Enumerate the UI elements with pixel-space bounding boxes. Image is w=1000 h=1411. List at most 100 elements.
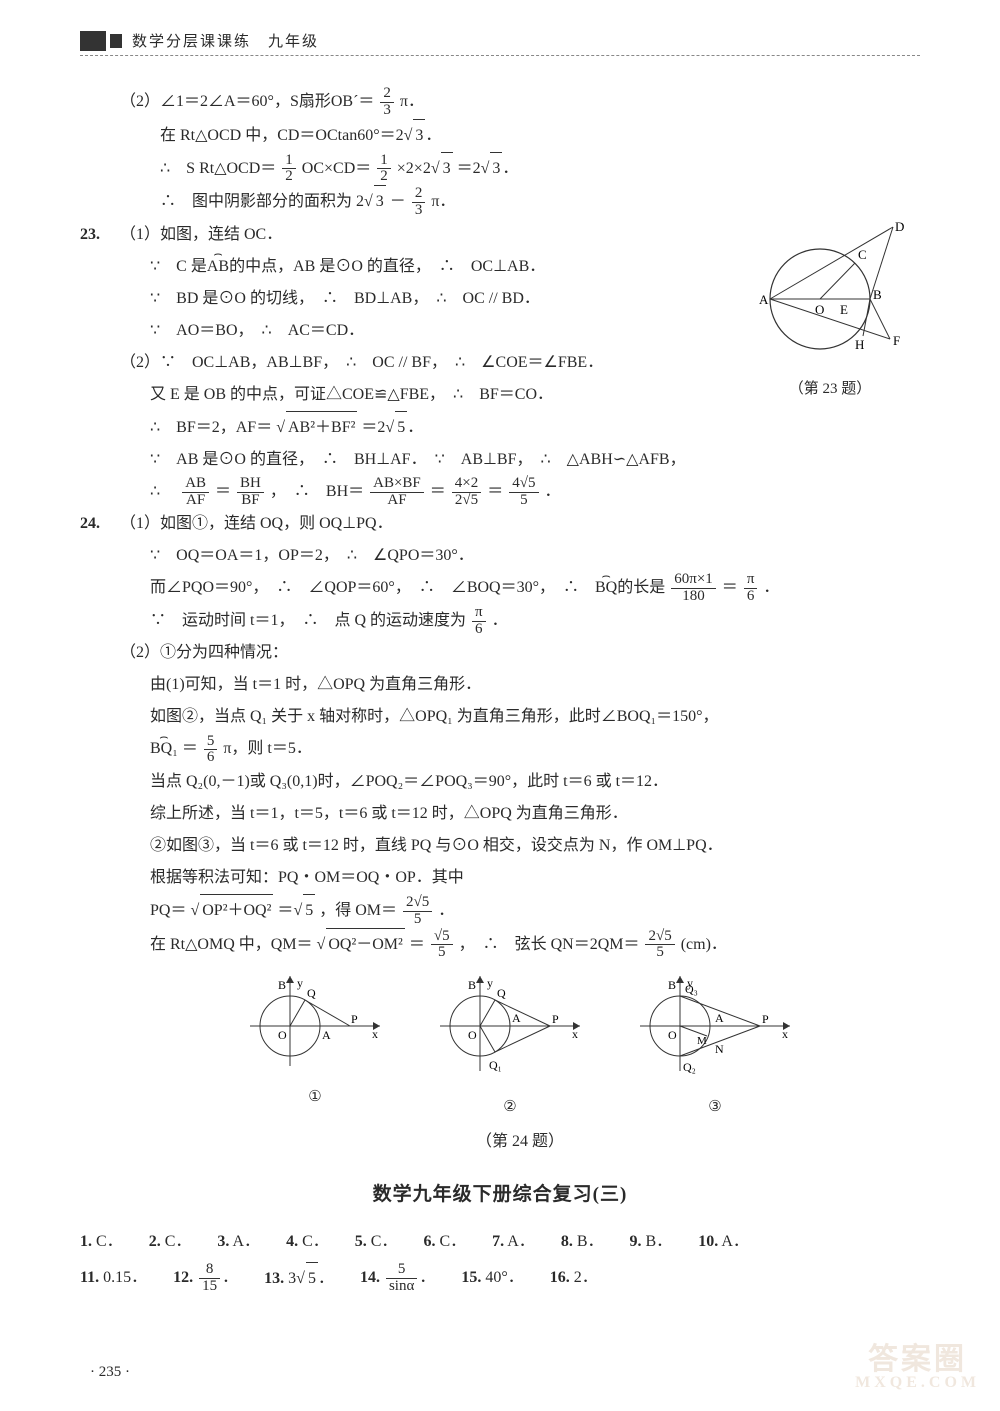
- p23-2-l1: （2）∵ OC⊥AB，AB⊥BF， ∴ OC // BF， ∴ ∠COE＝∠FB…: [120, 347, 686, 379]
- text: (cm)．: [681, 936, 727, 953]
- text: PQ＝ √: [150, 902, 199, 919]
- frac-2s5-5: 2√55: [403, 895, 432, 928]
- content-body: （2）∠1＝2∠A＝60°，S扇形OBˊ＝ 23 π． 在 Rt△OCD 中，C…: [80, 86, 920, 1295]
- p24-l6: 如图②，当点 Q₁ 关于 x 轴对称时，△OPQ₁ 为直角三角形，此时∠BOQ₁…: [120, 701, 920, 733]
- svg-text:D: D: [895, 219, 904, 234]
- svg-text:x: x: [572, 1027, 578, 1041]
- p23-l2: ∵ C 是AB的中点，AB 是⊙O 的直径， ∴ OC⊥AB．: [120, 251, 686, 283]
- p24-body: （1）如图①，连结 OQ，则 OQ⊥PQ． ∵ OQ＝OA＝1，OP＝2， ∴ …: [120, 508, 920, 1158]
- text: ， ∴ BH＝: [270, 483, 364, 500]
- frac-s5-5: √55: [431, 929, 453, 962]
- arc-BQ: BQ: [595, 572, 617, 604]
- p23-caption: （第 23 题）: [740, 374, 920, 404]
- svg-text:A: A: [322, 1028, 331, 1042]
- p24-l10: ②如图③，当 t＝6 或 t＝12 时，直线 PQ 与⊙O 相交，设交点为 N，…: [120, 830, 920, 862]
- text: ＝: [215, 483, 231, 500]
- svg-text:B: B: [873, 287, 882, 302]
- text: ．: [502, 160, 518, 177]
- ans-1: 1. C．: [80, 1226, 123, 1258]
- fraction-2-3: 23: [380, 86, 394, 119]
- text: ＝: [722, 579, 738, 596]
- p24-l12: PQ＝ √OP²＋OQ² ＝√5 ，得 OM＝ 2√55 ．: [120, 894, 920, 928]
- ans-8: 8. B．: [561, 1226, 604, 1258]
- svg-text:Q: Q: [497, 986, 506, 1000]
- svg-text:y: y: [487, 976, 493, 990]
- arc-BQ1: BQ₁: [150, 733, 178, 765]
- sqrt-op-oq: OP²＋OQ²: [200, 894, 273, 927]
- text: ．: [763, 579, 779, 596]
- text: ．: [545, 483, 561, 500]
- p22-line2: 在 Rt△OCD 中，CD＝OCtan60°＝2√3．: [80, 119, 920, 152]
- p23-block: A B O C D E H F （第 23 题） 23. （1）如图，连结 OC…: [80, 219, 920, 509]
- sqrt5b: 5: [303, 894, 315, 927]
- svg-text:P: P: [762, 1012, 769, 1026]
- p24-l4: ∵ 运动时间 t＝1， ∴ 点 Q 的运动速度为 π6 ．: [120, 605, 920, 638]
- text: ．: [438, 902, 454, 919]
- ans-16: 16. 2．: [550, 1262, 598, 1295]
- text: ∵ C 是: [150, 258, 207, 275]
- ans-2: 2. C．: [149, 1226, 192, 1258]
- p22-line4: ∴ 图中阴影部分的面积为 2√3 － 23 π．: [80, 185, 920, 219]
- text: ．: [425, 127, 441, 144]
- p24-l8: 当点 Q₂(0,－1)或 Q₃(0,1)时，∠POQ₂＝∠POQ₃＝90°，此时…: [120, 766, 920, 798]
- header-logo-block: [80, 31, 106, 51]
- p24-l5: 由(1)可知，当 t＝1 时，△OPQ 为直角三角形．: [120, 669, 920, 701]
- fraction-1-2b: 12: [377, 153, 391, 186]
- sublabel-2: ②: [435, 1092, 585, 1122]
- svg-text:M: M: [697, 1035, 707, 1047]
- header-title: 数学分层课课练 九年级: [132, 30, 319, 51]
- svg-text:Q₁: Q₁: [489, 1058, 502, 1072]
- p24-caption: （第 24 题）: [120, 1126, 920, 1158]
- sqrt-ab-bf: AB²＋BF²: [286, 411, 357, 444]
- svg-text:O: O: [278, 1028, 287, 1042]
- svg-text:E: E: [840, 302, 848, 317]
- frac-2s5-5b: 2√55: [645, 929, 674, 962]
- p24-number: 24.: [80, 508, 120, 540]
- frac-4x2: 4×22√5: [452, 476, 481, 509]
- sqrt5: 5: [395, 411, 407, 444]
- page-number: · 235 ·: [90, 1364, 130, 1381]
- frac-abbf-af: AB×BFAF: [370, 476, 424, 509]
- p24-l2: ∵ OQ＝OA＝1，OP＝2， ∴ ∠QPO＝30°．: [120, 540, 920, 572]
- svg-text:A: A: [759, 292, 769, 307]
- sqrt-oq-om: OQ²－OM²: [326, 928, 405, 961]
- sqrt3d: 3: [374, 185, 386, 218]
- svg-text:Q₃: Q₃: [685, 982, 698, 996]
- svg-text:P: P: [351, 1012, 358, 1026]
- p24-l11: 根据等积法可知：PQ・OM＝OQ・OP．其中: [120, 862, 920, 894]
- p22-line3: ∴ S Rt△OCD＝ 12 OC×CD＝ 12 ×2×2√3 ＝2√3．: [80, 152, 920, 186]
- text: ＝: [430, 483, 446, 500]
- sqrt3b: 3: [441, 152, 453, 185]
- svg-text:x: x: [782, 1027, 788, 1041]
- ans-4: 4. C．: [286, 1226, 329, 1258]
- frac-5-6: 56: [204, 734, 218, 767]
- text: ．: [407, 419, 423, 436]
- text: ＝: [487, 483, 503, 500]
- text: （2）∠1＝2∠A＝60°，S扇形OBˊ＝: [120, 93, 374, 110]
- frac-bh-bf: BHBF: [237, 476, 264, 509]
- ans-13: 13. 3√5．: [264, 1262, 334, 1295]
- text: 的中点，AB 是⊙O 的直径， ∴ OC⊥AB．: [229, 258, 545, 275]
- p22-part2: （2）∠1＝2∠A＝60°，S扇形OBˊ＝ 23 π．: [80, 86, 920, 119]
- answers-row-1: 1. C． 2. C． 3. A． 4. C． 5. C． 6. C． 7. A…: [80, 1226, 920, 1258]
- watermark: 答案圈 MXQE.COM: [855, 1345, 980, 1391]
- ans-10: 10. A．: [698, 1226, 749, 1258]
- ans-9: 9. B．: [630, 1226, 673, 1258]
- p24-l9: 综上所述，当 t＝1，t＝5，t＝6 或 t＝12 时，△OPQ 为直角三角形．: [120, 798, 920, 830]
- p24-diagram-3: O A P x B y Q₃ M N Q₂ ③: [635, 971, 795, 1122]
- sublabel-3: ③: [635, 1092, 795, 1122]
- p23-l4: ∵ AO＝BO， ∴ AC＝CD．: [120, 315, 686, 347]
- svg-text:Q: Q: [307, 986, 316, 1000]
- text: ∵ 运动时间 t＝1， ∴ 点 Q 的运动速度为: [150, 612, 466, 629]
- p24-l7: BQ₁ ＝ 56 π，则 t＝5．: [120, 733, 920, 766]
- ans-14: 14. 5sinα．: [360, 1262, 435, 1295]
- watermark-line1: 答案圈: [855, 1345, 980, 1375]
- fraction-1-2: 12: [282, 153, 296, 186]
- text: π．: [400, 93, 424, 110]
- p23-l6: ∴ BF＝2，AF＝ √AB²＋BF² ＝2√5．: [120, 411, 686, 444]
- p24-1-l1: （1）如图①，连结 OQ，则 OQ⊥PQ．: [120, 508, 920, 540]
- text: ＝: [182, 740, 198, 757]
- p24-diagram-1: O A P x B y Q ①: [245, 971, 385, 1122]
- answers-row-2: 11. 0.15． 12. 815． 13. 3√5． 14. 5sinα． 1…: [80, 1262, 920, 1295]
- sqrt3: 3: [413, 119, 425, 152]
